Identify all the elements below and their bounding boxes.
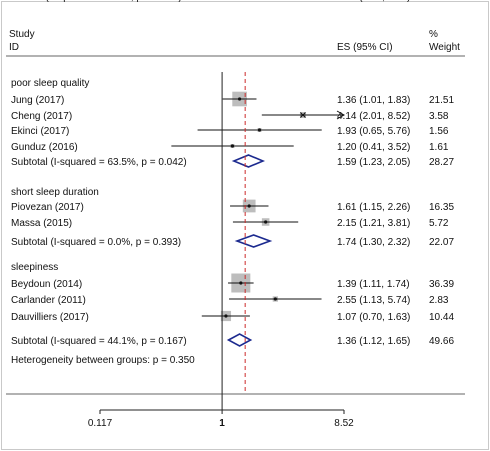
- x-tick-label: 1: [219, 418, 225, 429]
- weight-text: 22.07: [429, 237, 454, 248]
- weight-text: 28.27: [429, 157, 454, 168]
- effect-size-text: 1.74 (1.30, 2.32): [337, 237, 410, 248]
- point-estimate: [230, 144, 235, 148]
- study-label: Jung (2017): [11, 95, 64, 106]
- effect-size-text: 2.15 (1.21, 3.81): [337, 218, 410, 229]
- point-estimate: [300, 112, 306, 118]
- effect-size-text: 1.61 (1.15, 2.26): [337, 202, 410, 213]
- effect-size-text: 4.14 (2.01, 8.52): [337, 111, 410, 122]
- study-label: Dauvilliers (2017): [11, 312, 89, 323]
- weight-text: 1.56: [429, 126, 449, 137]
- point-estimate: [264, 220, 268, 224]
- weight-text: 100.00: [429, 0, 460, 3]
- overall-label: Overall (I-squared = 45.3%, p = 0.067): [11, 0, 182, 3]
- group-label: sleepiness: [11, 262, 58, 273]
- weight-text: 21.51: [429, 95, 454, 106]
- point-estimate: [273, 297, 277, 301]
- subtotal-diamond: [226, 333, 253, 347]
- subtotal-label: Subtotal (I-squared = 44.1%, p = 0.167): [11, 336, 187, 347]
- header-id: ID: [9, 42, 19, 53]
- point-estimate: [247, 204, 251, 208]
- header-weight: Weight: [429, 42, 460, 53]
- x-tick-label: 0.117: [88, 418, 113, 429]
- effect-size-text: 1.07 (0.70, 1.63): [337, 312, 410, 323]
- weight-text: 36.39: [429, 279, 454, 290]
- weight-text: 3.58: [429, 111, 449, 122]
- effect-size-text: 1.36 (1.12, 1.65): [337, 336, 410, 347]
- subtotal-diamond: [234, 234, 273, 248]
- subtotal-label: Subtotal (I-squared = 63.5%, p = 0.042): [11, 157, 187, 168]
- header-es: ES (95% CI): [337, 42, 393, 53]
- point-estimate: [237, 97, 242, 101]
- effect-size-text: 2.55 (1.13, 5.74): [337, 295, 410, 306]
- x-tick-label: 8.52: [334, 418, 354, 429]
- weight-text: 2.83: [429, 295, 449, 306]
- study-label: Massa (2015): [11, 218, 72, 229]
- study-label: Piovezan (2017): [11, 202, 84, 213]
- table-header: Study ID ES (95% CI) % Weight: [9, 29, 460, 53]
- subtotal-diamond: [231, 154, 266, 168]
- effect-size-text: 1.36 (1.01, 1.83): [337, 95, 410, 106]
- group-label: short sleep duration: [11, 187, 99, 198]
- study-label: Cheng (2017): [11, 111, 72, 122]
- subtotal-label: Subtotal (I-squared = 0.0%, p = 0.393): [11, 237, 181, 248]
- header-percent: %: [429, 29, 438, 40]
- point-estimate: [257, 128, 262, 132]
- weight-text: 1.61: [429, 142, 449, 153]
- weight-text: 49.66: [429, 336, 454, 347]
- study-label: Beydoun (2014): [11, 279, 82, 290]
- study-label: Gunduz (2016): [11, 142, 78, 153]
- study-label: Carlander (2011): [11, 295, 86, 306]
- study-label: Ekinci (2017): [11, 126, 69, 137]
- heterogeneity-note: Heterogeneity between groups: p = 0.350: [11, 355, 195, 366]
- point-estimate: [224, 314, 228, 318]
- group-label: poor sleep quality: [11, 78, 89, 89]
- effect-size-text: 1.50 (1.31, 1.72): [337, 0, 410, 3]
- point-estimate: [239, 281, 243, 285]
- effect-size-text: 1.59 (1.23, 2.05): [337, 157, 410, 168]
- effect-size-text: 1.39 (1.11, 1.74): [337, 279, 410, 290]
- forest-rows: poor sleep quality Jung (2017) 1.36 (1.01,…: [11, 0, 460, 366]
- effect-size-text: 1.20 (0.41, 3.52): [337, 142, 410, 153]
- weight-text: 16.35: [429, 202, 454, 213]
- effect-size-text: 1.93 (0.65, 5.76): [337, 126, 410, 137]
- header-study: Study: [9, 29, 35, 40]
- ci-arrow: [336, 110, 346, 120]
- weight-text: 10.44: [429, 312, 454, 323]
- x-axis: 0.117 1 8.52: [88, 72, 354, 429]
- weight-text: 5.72: [429, 218, 449, 229]
